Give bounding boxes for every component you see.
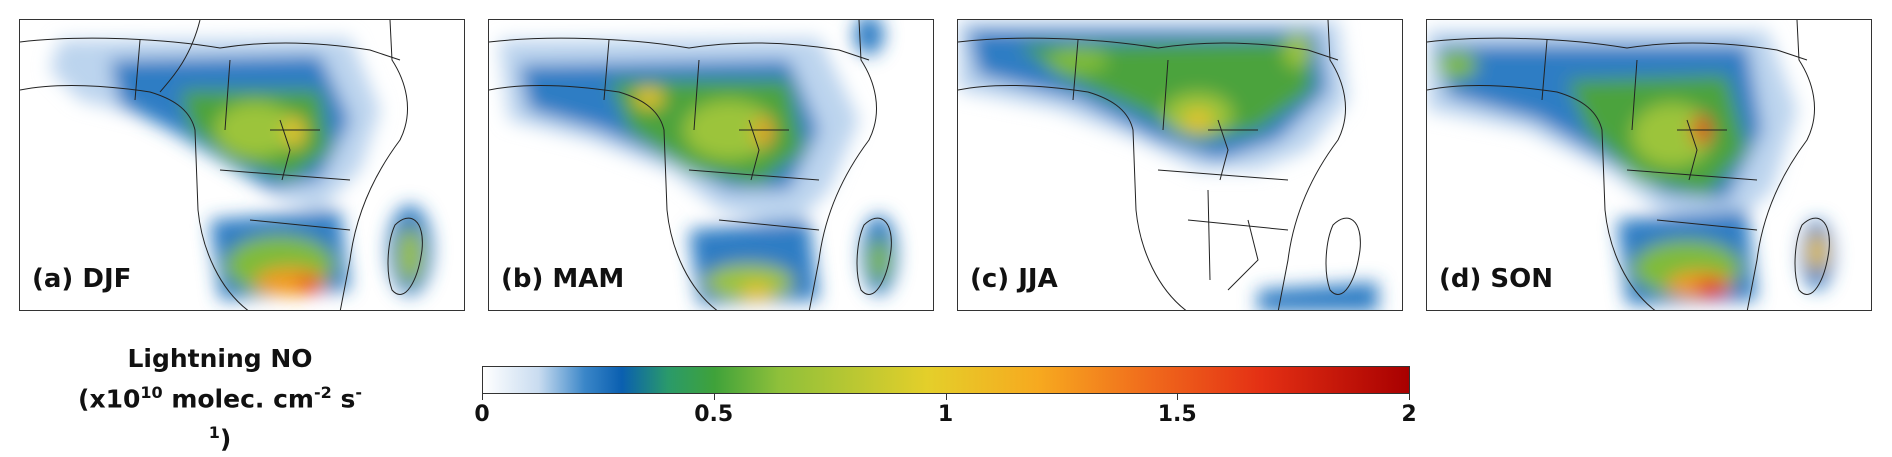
map-djf-svg [20,20,432,310]
colorbar-title-line2: (x1010 molec. cm-2 s-1) [70,376,370,457]
lightning-field-mam [499,20,897,305]
lightning-field-djf [50,38,432,300]
coastlines-mam [489,20,892,310]
map-panel-djf: (a) DJF [19,19,465,311]
colorbar-units-prefix: (x10 [78,384,141,414]
colorbar-tick [1409,394,1410,400]
colorbar-tick [945,394,947,400]
map-panel-mam: (b) MAM [488,19,934,311]
coastlines-djf [20,20,423,310]
colorbar-units-mid: molec. cm [162,384,314,414]
map-panel-jja: (c) JJA [957,19,1403,311]
colorbar-tick-label: 1.5 [1157,402,1197,427]
colorbar-title: Lightning NO (x1010 molec. cm-2 s-1) [70,342,370,457]
colorbar-tick [482,394,483,400]
panel-label-jja: (c) JJA [970,264,1058,294]
map-mam-svg [489,20,897,310]
colorbar-tick [713,394,715,400]
colorbar-title-line1: Lightning NO [127,344,313,373]
panel-label-djf: (a) DJF [32,264,132,294]
colorbar-tick-label: 1 [937,402,954,427]
panel-label-son: (d) SON [1439,264,1554,294]
colorbar-units-mid2: s [331,384,356,414]
colorbar-units-exp1: 10 [140,383,163,402]
map-jja-svg [958,20,1378,310]
map-panel-son: (d) SON [1426,19,1872,311]
colorbar-tick [1177,394,1179,400]
map-son-svg [1427,20,1833,310]
coastlines-jja [958,20,1361,310]
colorbar-units-suffix: ) [219,424,232,454]
colorbar [482,366,1410,394]
colorbar-tick-label: 0.5 [694,402,734,427]
colorbar-units-exp3: -1 [208,383,362,443]
colorbar-units-exp2: -2 [313,383,332,402]
coastlines-son [1427,20,1830,310]
colorbar-tick-label: 2 [1401,402,1417,427]
colorbar-tick-label: 0 [474,402,490,427]
panel-label-mam: (b) MAM [501,264,625,294]
